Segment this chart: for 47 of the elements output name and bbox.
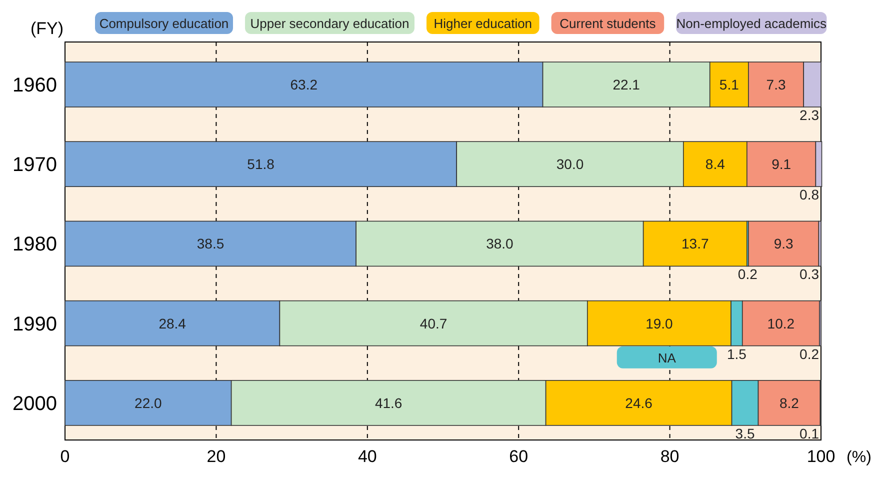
- text: Non-employed academics: [676, 16, 828, 31]
- data-label: 51.8: [247, 156, 275, 172]
- data-label: 63.2: [290, 76, 318, 92]
- text: Current students: [560, 16, 656, 31]
- y-tick-label: 1960: [12, 74, 57, 96]
- data-label: 8.4: [705, 156, 726, 172]
- data-label: 0.1: [800, 425, 820, 442]
- data-label: 7.3: [766, 76, 786, 92]
- x-tick-label: 60: [509, 447, 528, 466]
- y-tick-label: 2000: [12, 392, 57, 415]
- data-label: 38.5: [196, 236, 224, 252]
- x-tick-label: 80: [660, 447, 680, 466]
- data-label: 40.7: [420, 315, 448, 332]
- y-tick-label: 1970: [12, 154, 57, 176]
- data-label: 9.1: [772, 156, 792, 172]
- x-axis-title: (%): [846, 449, 872, 466]
- data-label: 28.4: [158, 315, 186, 332]
- data-label: 13.7: [682, 236, 709, 252]
- data-label: 9.3: [774, 236, 794, 252]
- text: Higher education: [434, 16, 532, 31]
- y-tick-label: 1980: [12, 234, 57, 256]
- data-label: 41.6: [374, 394, 402, 411]
- text: Compulsory education: [99, 16, 229, 31]
- data-label: 24.6: [625, 394, 653, 411]
- data-label: 30.0: [556, 156, 584, 172]
- data-label: 2.3: [800, 107, 820, 123]
- data-label: 0.8: [800, 186, 820, 203]
- x-tick-label: 0: [60, 447, 70, 466]
- data-label: 22.0: [134, 394, 162, 411]
- data-label: 0.2: [738, 266, 758, 282]
- data-label: 22.1: [612, 76, 640, 92]
- y-tick-label: 1990: [12, 313, 57, 336]
- x-tick-label: 100: [806, 447, 836, 466]
- data-label: 0.2: [800, 346, 820, 362]
- data-label: 10.2: [767, 315, 795, 332]
- x-tick-label: 20: [206, 447, 226, 466]
- x-tick-label: 40: [358, 447, 377, 466]
- data-label: 0.3: [800, 266, 820, 282]
- data-label: 19.0: [646, 315, 674, 332]
- data-label: 38.0: [486, 236, 514, 252]
- text: NA: [658, 350, 676, 366]
- data-label: 8.2: [780, 394, 800, 411]
- y-axis-title: (FY): [30, 19, 64, 38]
- data-label: 1.5: [726, 346, 747, 362]
- text: Upper secondary education: [250, 16, 410, 31]
- data-label: 5.1: [719, 76, 740, 92]
- data-label: 3.5: [735, 425, 755, 442]
